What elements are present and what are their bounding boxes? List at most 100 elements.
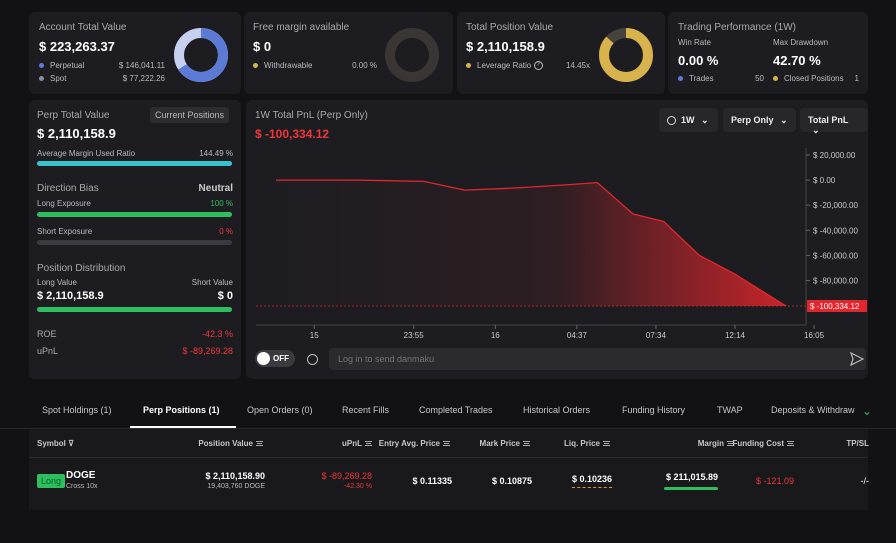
y-tick-label: $ -40,000.00 (813, 226, 858, 235)
perp-title: Perp Total Value (37, 110, 110, 121)
x-tick-label: 23:55 (404, 331, 425, 340)
distribution-bar (37, 307, 232, 312)
current-positions-tag[interactable]: Current Positions (150, 107, 230, 123)
range-dropdown[interactable]: 1W ⌄ (659, 108, 718, 132)
column-header-5[interactable]: Liq. Price (564, 439, 610, 448)
last-value-label: $ -100,334.12 (810, 302, 860, 311)
long-exposure-value: 100 % (210, 199, 233, 208)
sort-icon (443, 441, 450, 447)
danmaku-settings-icon[interactable] (307, 354, 318, 365)
tab-5[interactable]: Historical Orders (523, 405, 591, 415)
tab-3[interactable]: Recent Fills (342, 405, 390, 415)
roe-label: ROE (37, 329, 57, 339)
column-header-7[interactable]: Funding Cost (732, 439, 794, 448)
withdraw-dot (253, 63, 258, 69)
tab-1[interactable]: Perp Positions (1) (143, 405, 220, 415)
max-drawdown-label: Max Drawdown (773, 38, 829, 47)
margin-title: Free margin available (253, 22, 350, 33)
sort-icon (787, 441, 794, 447)
y-tick-label: $ 0.00 (813, 176, 836, 185)
sort-icon (523, 441, 530, 447)
sort-icon (603, 441, 610, 447)
x-tick-label: 16:05 (804, 331, 825, 340)
perp-value: $ 2,110,158.9 (37, 126, 116, 141)
column-header-6[interactable]: Margin (698, 439, 734, 448)
margin-card: Free margin available $ 0 Withdrawable 0.… (244, 12, 453, 94)
sort-icon (365, 441, 372, 447)
info-icon[interactable]: ? (533, 61, 543, 71)
closed-value: 1 (854, 74, 859, 83)
position-donut (599, 28, 653, 82)
tab-8[interactable]: Deposits & Withdraw (771, 405, 855, 415)
tab-7[interactable]: TWAP (717, 405, 743, 415)
pnl-area (276, 180, 786, 306)
side-badge: Long (37, 474, 66, 488)
position-card: Total Position Value $ 2,110,158.9 Lever… (457, 12, 665, 94)
perp-value: $ 146,041.11 (118, 61, 165, 70)
margin-ratio-bar (37, 161, 232, 166)
short-exposure-value: 0 % (219, 227, 233, 236)
position-title: Total Position Value (466, 22, 554, 33)
long-value-label: Long Value (37, 278, 77, 287)
long-exposure-label: Long Exposure (37, 199, 91, 208)
column-header-0[interactable]: Symbol ⊽ (37, 439, 74, 448)
chevron-down-icon[interactable]: ⌄ (862, 404, 873, 418)
account-card: Account Total Value $ 223,263.37 Perpetu… (29, 12, 241, 94)
roe-value: -42.3 % (201, 329, 233, 339)
entry-price-cell: $ 0.11335 (412, 476, 452, 486)
short-value-label: Short Value (191, 278, 233, 287)
pnl-value: $ -100,334.12 (255, 127, 330, 141)
column-header-2[interactable]: uPnL (342, 439, 372, 448)
trades-dot (678, 76, 683, 82)
margin-cell: $ 211,015.89 (665, 472, 718, 482)
bias-value: Neutral (198, 183, 233, 194)
performance-title: Trading Performance (1W) (678, 22, 796, 33)
sort-icon (256, 441, 263, 447)
filter-icon: ⊽ (65, 439, 74, 448)
active-tab-indicator (130, 426, 236, 428)
y-tick-label: $ -80,000.00 (813, 276, 858, 285)
account-value: $ 223,263.37 (39, 39, 115, 54)
symbol[interactable]: DOGE (66, 470, 96, 481)
withdraw-label: Withdrawable (264, 61, 313, 70)
upnl-value: $ -89,269.28 (182, 346, 233, 356)
spot-value: $ 77,222.26 (122, 74, 165, 83)
danmaku-input[interactable] (329, 348, 866, 370)
short-exposure-label: Short Exposure (37, 227, 93, 236)
chevron-down-icon: ⌄ (812, 125, 820, 135)
tab-6[interactable]: Funding History (622, 405, 686, 415)
x-tick-label: 15 (310, 331, 319, 340)
perp-label: Perpetual (50, 61, 85, 70)
pnl-title: 1W Total PnL (Perp Only) (255, 110, 368, 121)
funding-cost-cell: $ -121.09 (755, 476, 794, 486)
column-header-3[interactable]: Entry Avg. Price (379, 439, 450, 448)
mode-dropdown[interactable]: Total PnL ⌄ (800, 108, 868, 135)
column-header-1[interactable]: Position Value (198, 439, 263, 448)
tab-4[interactable]: Completed Trades (419, 405, 493, 415)
spot-dot (39, 76, 44, 82)
last-value-badge (807, 300, 867, 312)
tpsl-cell[interactable]: -/- (860, 476, 870, 486)
trades-label: Trades (689, 74, 714, 83)
win-rate-value: 0.00 % (678, 53, 719, 68)
column-header-8[interactable]: TP/SL (846, 439, 869, 448)
position-value-cell: $ 2,110,158.90 (205, 471, 265, 481)
column-header-4[interactable]: Mark Price (480, 439, 530, 448)
tab-2[interactable]: Open Orders (0) (247, 405, 313, 415)
send-icon[interactable] (850, 352, 864, 366)
danmaku-toggle[interactable]: OFF (255, 350, 295, 367)
short-value: $ 0 (217, 290, 233, 302)
upnl-label: uPnL (37, 346, 59, 356)
upnl-cell: $ -89,269.28 (321, 471, 372, 481)
chevron-down-icon: ⌄ (780, 115, 788, 125)
position-qty-cell: 19,403,760 DOGE (207, 483, 265, 490)
x-tick-label: 12:14 (725, 331, 746, 340)
filter-dropdown[interactable]: Perp Only ⌄ (723, 108, 796, 132)
long-value: $ 2,110,158.9 (37, 290, 104, 302)
margin-bar (664, 487, 718, 490)
tab-0[interactable]: Spot Holdings (1) (42, 405, 112, 415)
clock-icon (667, 116, 676, 126)
liq-price-cell: $ 0.10236 (571, 474, 612, 488)
perp-panel: Perp Total Value Current Positions $ 2,1… (29, 100, 241, 379)
margin-ratio-value: 144.49 % (199, 149, 233, 158)
